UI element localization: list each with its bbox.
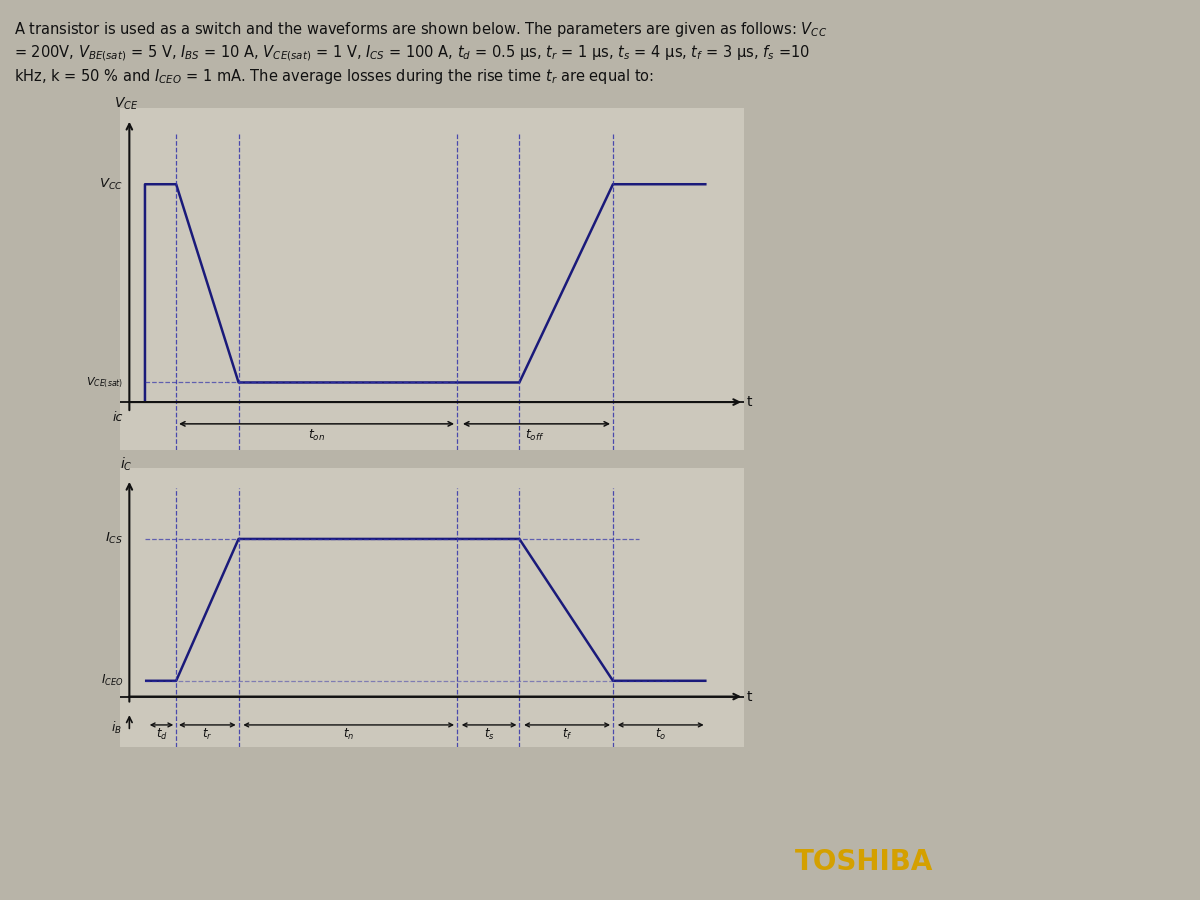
Text: t: t	[748, 395, 752, 410]
Text: $i_C$: $i_C$	[120, 455, 132, 472]
Text: $t_f$: $t_f$	[562, 726, 572, 742]
Text: $t_n$: $t_n$	[343, 726, 354, 742]
Text: kHz, k = 50 % and $I_{CEO}$ = 1 mA. The average losses during the rise time $t_r: kHz, k = 50 % and $I_{CEO}$ = 1 mA. The …	[14, 67, 654, 86]
Text: $V_{CE(sat)}$: $V_{CE(sat)}$	[86, 375, 124, 390]
Text: $I_{CS}$: $I_{CS}$	[106, 531, 124, 546]
Text: $t_r$: $t_r$	[202, 726, 212, 742]
Text: TOSHIBA: TOSHIBA	[794, 848, 934, 877]
Text: $t_o$: $t_o$	[655, 726, 666, 742]
Text: ic: ic	[113, 410, 124, 424]
Text: t: t	[748, 689, 752, 704]
Text: $t_{on}$: $t_{on}$	[308, 428, 325, 443]
Text: $V_{CC}$: $V_{CC}$	[100, 176, 124, 192]
Text: $V_{CE}$: $V_{CE}$	[114, 96, 138, 112]
Text: $t_s$: $t_s$	[484, 726, 494, 742]
Text: $t_{off}$: $t_{off}$	[526, 428, 545, 443]
Text: $t_d$: $t_d$	[156, 726, 168, 742]
Text: $I_{CEO}$: $I_{CEO}$	[101, 673, 124, 689]
Text: $i_B$: $i_B$	[110, 720, 122, 736]
Text: A transistor is used as a switch and the waveforms are shown below. The paramete: A transistor is used as a switch and the…	[14, 20, 828, 39]
Text: = 200V, $V_{BE(sat)}$ = 5 V, $I_{BS}$ = 10 A, $V_{CE(sat)}$ = 1 V, $I_{CS}$ = 10: = 200V, $V_{BE(sat)}$ = 5 V, $I_{BS}$ = …	[14, 43, 810, 63]
